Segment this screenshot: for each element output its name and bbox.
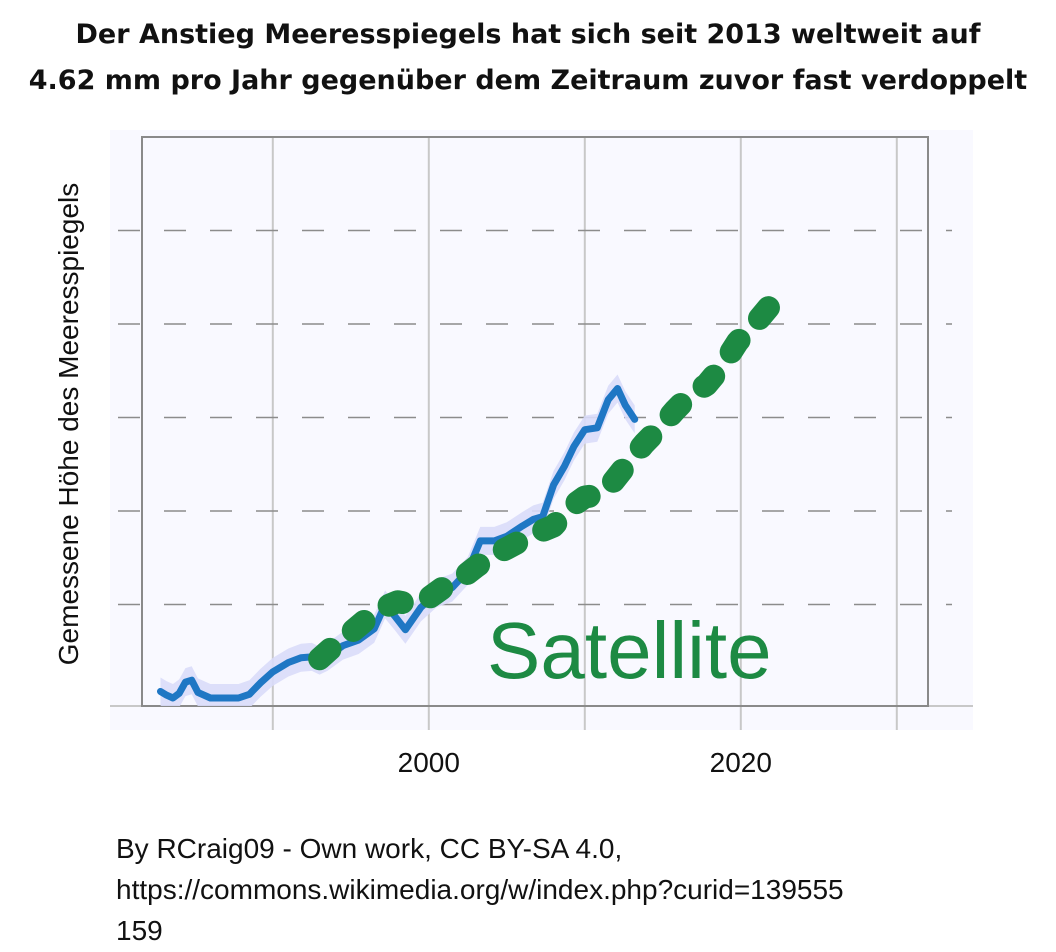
credit-line-2: https://commons.wikimedia.org/w/index.ph…: [116, 874, 844, 905]
image-credit: By RCraig09 - Own work, CC BY-SA 4.0, ht…: [116, 828, 1046, 951]
series-layer: [156, 275, 798, 702]
sea-level-chart: Satellite 2000 2020 Gemessene Höhe des Me…: [53, 136, 973, 778]
y-axis-label: Gemessene Höhe des Meeresspiegels: [53, 183, 84, 665]
satellite-annotation: Satellite: [487, 606, 772, 695]
chart-title: Der Anstieg Meeresspiegels hat sich seit…: [0, 12, 1056, 104]
measured-series-line: [156, 385, 639, 702]
credit-line-3: 159: [116, 915, 163, 946]
credit-line-1: By RCraig09 - Own work, CC BY-SA 4.0,: [116, 833, 623, 864]
plot-frame: [141, 136, 929, 707]
x-tick-label-2020: 2020: [710, 747, 772, 778]
x-tick-labels: 2000 2020: [398, 747, 772, 778]
chart-title-line-2: 4.62 mm pro Jahr gegenüber dem Zeitraum …: [28, 65, 1028, 96]
x-tick-label-2000: 2000: [398, 747, 460, 778]
chart-title-line-1: Der Anstieg Meeresspiegels hat sich seit…: [75, 19, 981, 50]
satellite-series-line: [308, 275, 798, 671]
